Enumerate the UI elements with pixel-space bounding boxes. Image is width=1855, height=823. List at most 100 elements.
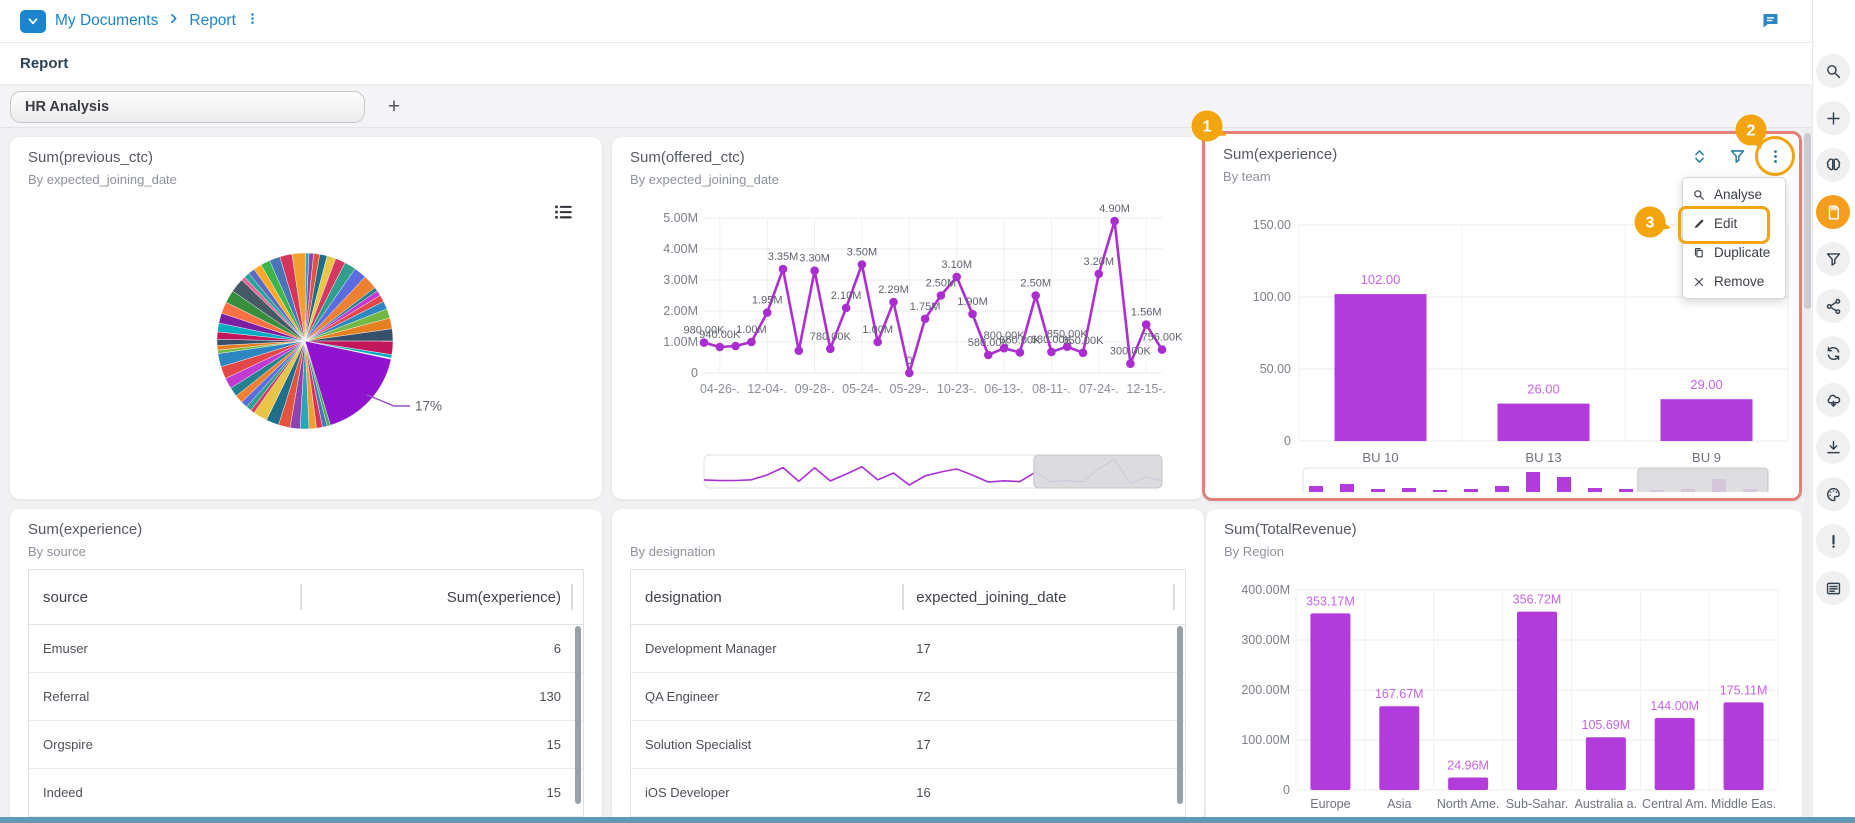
data-point[interactable] bbox=[920, 314, 930, 324]
folder-icon[interactable] bbox=[20, 9, 46, 33]
legend-icon[interactable] bbox=[552, 201, 574, 228]
data-point[interactable] bbox=[999, 343, 1009, 353]
menu-item-edit[interactable]: Edit bbox=[1683, 209, 1785, 238]
breadcrumb-report[interactable]: Report bbox=[189, 12, 236, 29]
table-row[interactable]: Development Manager 17 bbox=[631, 625, 1185, 673]
data-point[interactable] bbox=[1031, 291, 1040, 300]
data-point[interactable] bbox=[1047, 347, 1056, 357]
data-point[interactable] bbox=[794, 346, 804, 355]
drill-icon[interactable] bbox=[1690, 147, 1709, 171]
pie-chart[interactable]: 17% bbox=[10, 137, 602, 499]
sidebar-sync-button[interactable] bbox=[1816, 336, 1850, 370]
data-point[interactable] bbox=[889, 297, 898, 307]
data-point[interactable] bbox=[857, 260, 867, 269]
data-point[interactable] bbox=[952, 272, 961, 282]
bar[interactable] bbox=[1310, 613, 1351, 790]
column-header[interactable]: designation bbox=[645, 588, 722, 606]
table-header: source Sum(experience) bbox=[29, 570, 583, 625]
column-header[interactable]: expected_joining_date bbox=[916, 588, 1067, 606]
data-point[interactable] bbox=[1157, 345, 1167, 354]
sidebar-brain-button[interactable] bbox=[1816, 148, 1850, 182]
sidebar-cloud-download-button[interactable] bbox=[1816, 383, 1850, 417]
data-point[interactable] bbox=[1062, 342, 1072, 351]
main-scrollbar-track[interactable] bbox=[1804, 128, 1811, 816]
data-point[interactable] bbox=[747, 337, 756, 347]
card-kebab-icon[interactable] bbox=[1767, 147, 1784, 171]
data-point[interactable] bbox=[968, 309, 977, 319]
menu-item-remove[interactable]: Remove bbox=[1683, 267, 1785, 296]
column-header[interactable]: Sum(experience) bbox=[446, 588, 561, 606]
table-row[interactable]: Indeed 15 bbox=[29, 769, 583, 817]
table-row[interactable]: QA Engineer 72 bbox=[631, 673, 1185, 721]
data-point[interactable] bbox=[762, 308, 772, 317]
add-tab-button[interactable]: + bbox=[387, 95, 401, 118]
sidebar-alert-button[interactable] bbox=[1816, 524, 1850, 558]
bar[interactable] bbox=[1654, 718, 1695, 790]
data-point[interactable] bbox=[778, 264, 788, 274]
bar[interactable] bbox=[1497, 403, 1590, 441]
data-point[interactable] bbox=[873, 337, 882, 347]
column-header[interactable]: source bbox=[43, 588, 89, 606]
sidebar-filter-button[interactable] bbox=[1816, 242, 1850, 276]
data-point[interactable] bbox=[936, 291, 946, 300]
main-scrollbar-thumb[interactable] bbox=[1804, 133, 1811, 309]
data-point[interactable] bbox=[715, 342, 725, 352]
data-point[interactable] bbox=[1141, 320, 1151, 329]
table-row[interactable]: Emuser 6 bbox=[29, 625, 583, 673]
data-point[interactable] bbox=[841, 303, 851, 313]
data-point[interactable] bbox=[731, 341, 740, 351]
table-row[interactable]: Solution Specialist 17 bbox=[631, 721, 1185, 769]
bar-chart-region[interactable]: 400.00M 300.00M 200.00M 100.00M 0 353.17M Euro… bbox=[1206, 509, 1802, 823]
pie-slice[interactable] bbox=[304, 340, 392, 426]
column-divider[interactable] bbox=[1173, 584, 1175, 610]
sidebar-palette-button[interactable] bbox=[1816, 477, 1850, 511]
sidebar-share-button[interactable] bbox=[1816, 289, 1850, 323]
table-row[interactable]: iOS Developer 16 bbox=[631, 769, 1185, 817]
brush-selection[interactable] bbox=[1637, 467, 1769, 492]
comments-icon[interactable] bbox=[1760, 10, 1781, 36]
sidebar-search-button[interactable] bbox=[1816, 54, 1850, 88]
data-point[interactable] bbox=[1126, 359, 1135, 368]
table-scrollbar[interactable] bbox=[1177, 626, 1183, 804]
data-point[interactable] bbox=[1094, 269, 1104, 279]
table-row[interactable]: Referral 130 bbox=[29, 673, 583, 721]
point-label: 0 bbox=[906, 355, 912, 367]
data-point[interactable] bbox=[905, 368, 914, 378]
bar[interactable] bbox=[1723, 702, 1764, 790]
data-point[interactable] bbox=[984, 350, 993, 360]
menu-item-analyse[interactable]: Analyse bbox=[1683, 180, 1785, 209]
sidebar-notes-button[interactable] bbox=[1816, 571, 1850, 605]
bar[interactable] bbox=[1379, 706, 1420, 790]
search-icon bbox=[1694, 189, 1704, 200]
line-series[interactable] bbox=[703, 219, 1164, 375]
chevron-right-icon bbox=[167, 12, 180, 30]
brush-selection[interactable] bbox=[1033, 454, 1163, 489]
data-point[interactable] bbox=[1110, 216, 1119, 226]
data-point[interactable] bbox=[699, 338, 709, 347]
bar[interactable] bbox=[1334, 294, 1427, 441]
data-point[interactable] bbox=[826, 344, 835, 354]
bar[interactable] bbox=[1585, 737, 1626, 790]
data-point[interactable] bbox=[1078, 348, 1088, 358]
filter-icon[interactable] bbox=[1728, 147, 1747, 171]
sidebar-plus-button[interactable] bbox=[1816, 101, 1850, 135]
column-divider[interactable] bbox=[902, 584, 905, 610]
column-divider[interactable] bbox=[571, 584, 573, 610]
bar[interactable] bbox=[1660, 399, 1753, 441]
menu-item-duplicate[interactable]: Duplicate bbox=[1683, 238, 1785, 267]
bar-chart-team[interactable]: 150.00 100.00 50.00 0 102.00 BU 10 26.00 BU 13 2… bbox=[1205, 134, 1793, 492]
column-divider[interactable] bbox=[300, 584, 303, 610]
sidebar-download-button[interactable] bbox=[1816, 430, 1850, 464]
table-scrollbar[interactable] bbox=[575, 626, 581, 804]
breadcrumb-kebab-icon[interactable] bbox=[245, 10, 260, 32]
pie-slice[interactable] bbox=[304, 340, 393, 359]
bar[interactable] bbox=[1448, 777, 1489, 791]
bar[interactable] bbox=[1517, 611, 1557, 790]
tab-hr-analysis[interactable]: HR Analysis bbox=[10, 91, 365, 123]
sidebar-storage-button[interactable] bbox=[1816, 195, 1850, 229]
data-point[interactable] bbox=[1015, 348, 1025, 357]
table-row[interactable]: Orgspire 15 bbox=[29, 721, 583, 769]
data-point[interactable] bbox=[810, 266, 819, 275]
breadcrumb-my-documents[interactable]: My Documents bbox=[55, 12, 159, 29]
